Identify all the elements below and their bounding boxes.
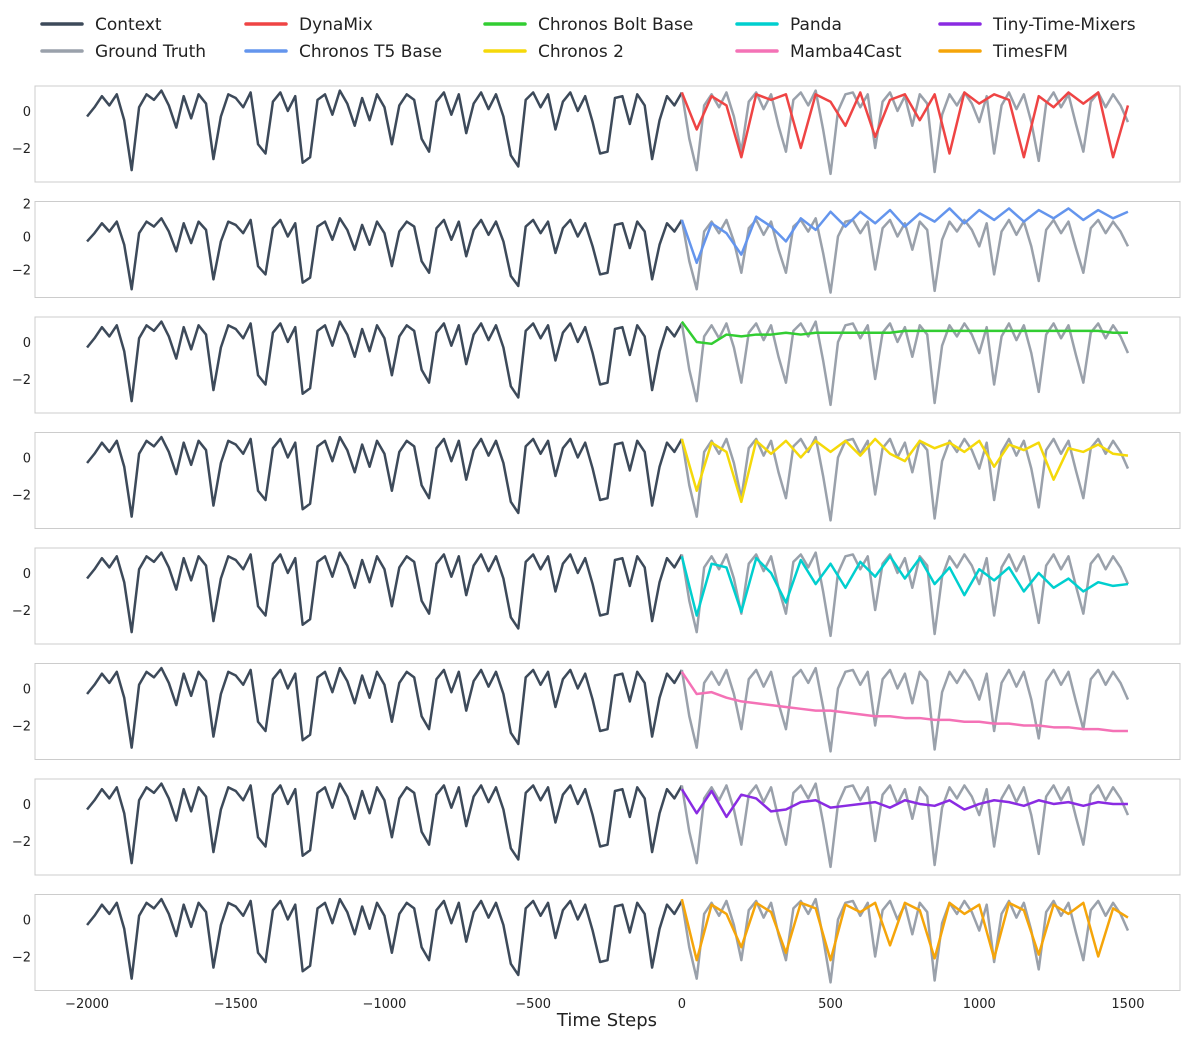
- y-tick-label: −2: [12, 263, 31, 278]
- y-tick-label: 2: [23, 197, 31, 212]
- x-tick-label: −2000: [65, 997, 109, 1012]
- context-line: [86, 217, 683, 291]
- context-line: [86, 435, 683, 518]
- ground-truth-line: [680, 320, 1130, 407]
- x-tick-label: 0: [678, 997, 686, 1012]
- legend-label: TimesFM: [992, 42, 1068, 62]
- panel-frame: [34, 201, 1181, 298]
- forecast-line: [680, 555, 1129, 617]
- y-tick-label: 0: [23, 798, 31, 813]
- x-tick-label: 1500: [1111, 997, 1144, 1012]
- legend-label: Panda: [790, 15, 842, 35]
- y-tick-label: 0: [23, 567, 31, 582]
- panel-frame: [34, 894, 1181, 991]
- y-tick-label: −2: [12, 604, 31, 619]
- context-line: [86, 89, 683, 172]
- y-tick-label: 0: [23, 336, 31, 351]
- y-tick-label: 0: [23, 451, 31, 466]
- x-axis-label: Time Steps: [556, 1010, 657, 1031]
- x-tick-label: −1500: [214, 997, 258, 1012]
- panel-frame: [34, 432, 1181, 529]
- y-tick-label: −2: [12, 835, 31, 850]
- y-tick-label: −2: [12, 373, 31, 388]
- panel-frame: [34, 316, 1181, 414]
- x-tick-label: −1000: [362, 997, 406, 1012]
- legend-label: Chronos T5 Base: [299, 42, 442, 62]
- y-tick-label: 0: [23, 230, 31, 245]
- context-line: [86, 320, 683, 403]
- ground-truth-line: [680, 782, 1130, 869]
- legend-label: Chronos Bolt Base: [538, 15, 693, 35]
- legend-label: Tiny-Time-Mixers: [992, 15, 1136, 35]
- forecast-line: [680, 91, 1130, 159]
- legend-label: Mamba4Cast: [790, 42, 902, 62]
- ground-truth-line: [680, 897, 1130, 984]
- x-tick-label: 500: [818, 997, 843, 1012]
- ground-truth-line: [680, 217, 1130, 294]
- forecast-line: [680, 788, 1128, 819]
- y-tick-label: −2: [12, 719, 31, 734]
- panel-frame: [34, 547, 1181, 645]
- context-line: [86, 666, 683, 749]
- context-line: [86, 897, 683, 980]
- context-line: [86, 551, 683, 634]
- x-tick-label: −500: [515, 997, 551, 1012]
- legend-label: Ground Truth: [95, 42, 206, 62]
- ground-truth-line: [680, 89, 1130, 176]
- forecast-line: [680, 671, 1128, 733]
- forecast-line: [680, 437, 1129, 504]
- y-tick-label: 0: [23, 682, 31, 697]
- panel-frame: [34, 663, 1181, 760]
- x-tick-label: 1000: [963, 997, 996, 1012]
- y-tick-label: 0: [23, 913, 31, 928]
- legend-label: Chronos 2: [538, 42, 624, 62]
- ground-truth-line: [680, 551, 1130, 638]
- panel-frame: [34, 85, 1181, 183]
- ground-truth-line: [680, 435, 1130, 522]
- panel-frame: [34, 778, 1181, 876]
- y-tick-label: −2: [12, 488, 31, 503]
- legend-label: DynaMix: [299, 15, 373, 35]
- forecast-line: [680, 207, 1129, 265]
- y-tick-label: 0: [23, 105, 31, 120]
- y-tick-label: −2: [12, 142, 31, 157]
- forecast-line: [680, 320, 1128, 346]
- y-tick-label: −2: [12, 950, 31, 965]
- context-line: [86, 782, 683, 865]
- forecast-line: [680, 898, 1129, 962]
- ground-truth-line: [680, 666, 1130, 753]
- legend-label: Context: [95, 15, 162, 35]
